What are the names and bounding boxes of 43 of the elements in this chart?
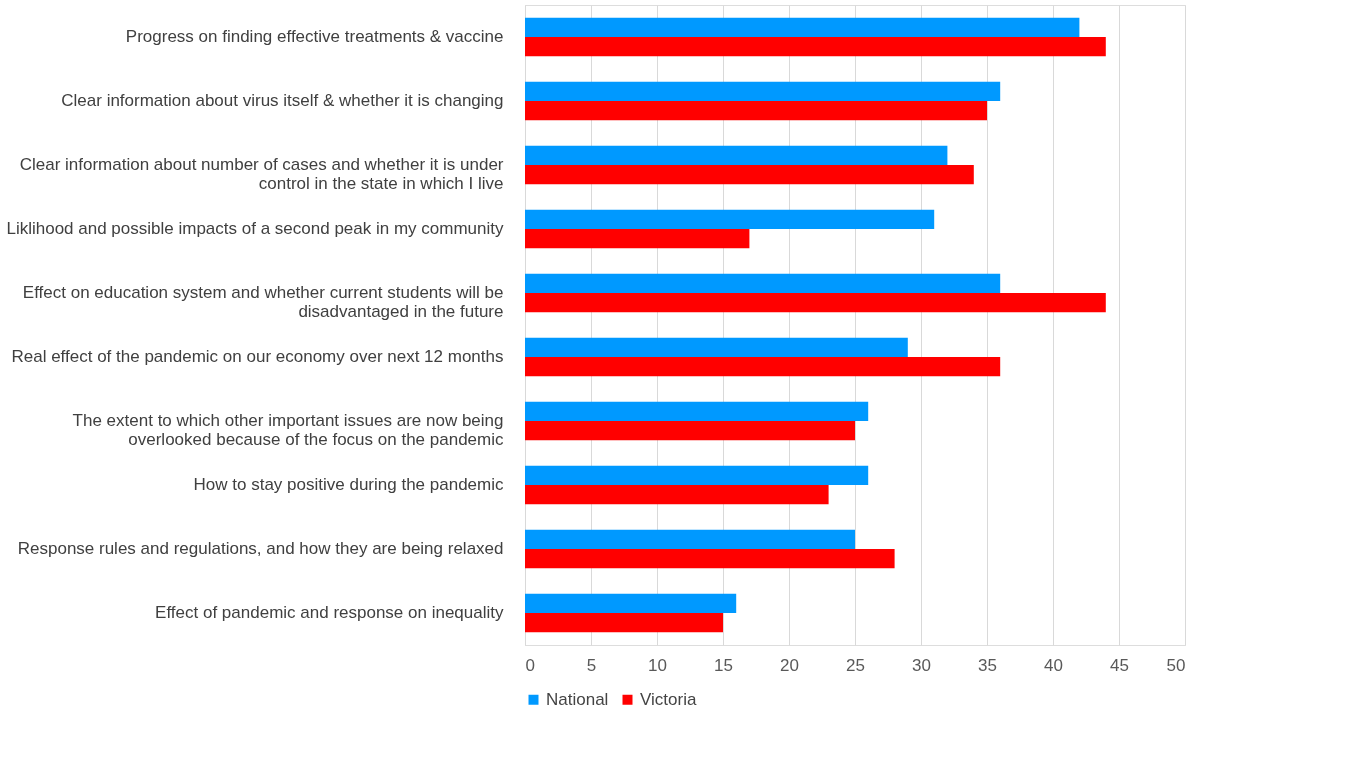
x-tick-label: 10 [648,655,667,675]
bar [525,613,723,633]
bar [525,229,750,249]
bar [525,421,855,441]
x-tick-label: 20 [780,655,799,675]
bar [525,81,1001,101]
x-tick-label: 45 [1110,655,1129,675]
y-tick-label: How to stay positive during the pandemic [193,475,504,494]
x-tick-label: 50 [1166,655,1186,675]
bar [525,17,1080,37]
bar [525,593,737,613]
bar [525,401,869,421]
bar [525,293,1106,313]
y-tick-label: The extent to which other important issues are now being overlooked because of the focus on the pandemic [72,411,504,449]
x-tick-label: 25 [846,655,865,675]
bar [525,273,1001,293]
bar [525,337,908,357]
legend-label: Victoria [640,689,697,709]
bar [525,549,895,569]
y-tick-label: Progress on finding effective treatments & vaccine [125,27,504,46]
x-tick-label: 40 [1044,655,1063,675]
y-tick-label: Clear information about number of cases and whether it is under control in the state in which I live [19,155,504,193]
y-tick-label: Clear information about virus itself & whether it is changing [61,91,504,110]
bar [525,529,855,549]
y-tick-label: Effect of pandemic and response on inequality [155,603,504,622]
y-tick-label: Real effect of the pandemic on our economy over next 12 months [11,347,504,366]
x-tick-label: 30 [912,655,931,675]
bar [525,101,987,121]
bar [525,209,935,229]
bar [525,37,1106,57]
bar [525,357,1001,377]
x-tick-label: 15 [714,655,733,675]
legend-label: National [546,689,609,709]
bar [525,465,869,485]
x-tick-label: 5 [586,655,597,675]
x-tick-label: 0 [525,655,535,675]
y-tick-label: Liklihood and possible impacts of a second peak in my community [6,219,504,238]
bar [525,145,948,165]
bar [525,165,974,185]
y-tick-label: Response rules and regulations, and how they are being relaxed [17,539,504,558]
x-tick-label: 35 [978,655,997,675]
bar [525,485,829,505]
y-tick-label: Effect on education system and whether current students will be disadvantaged in the future [22,283,504,321]
